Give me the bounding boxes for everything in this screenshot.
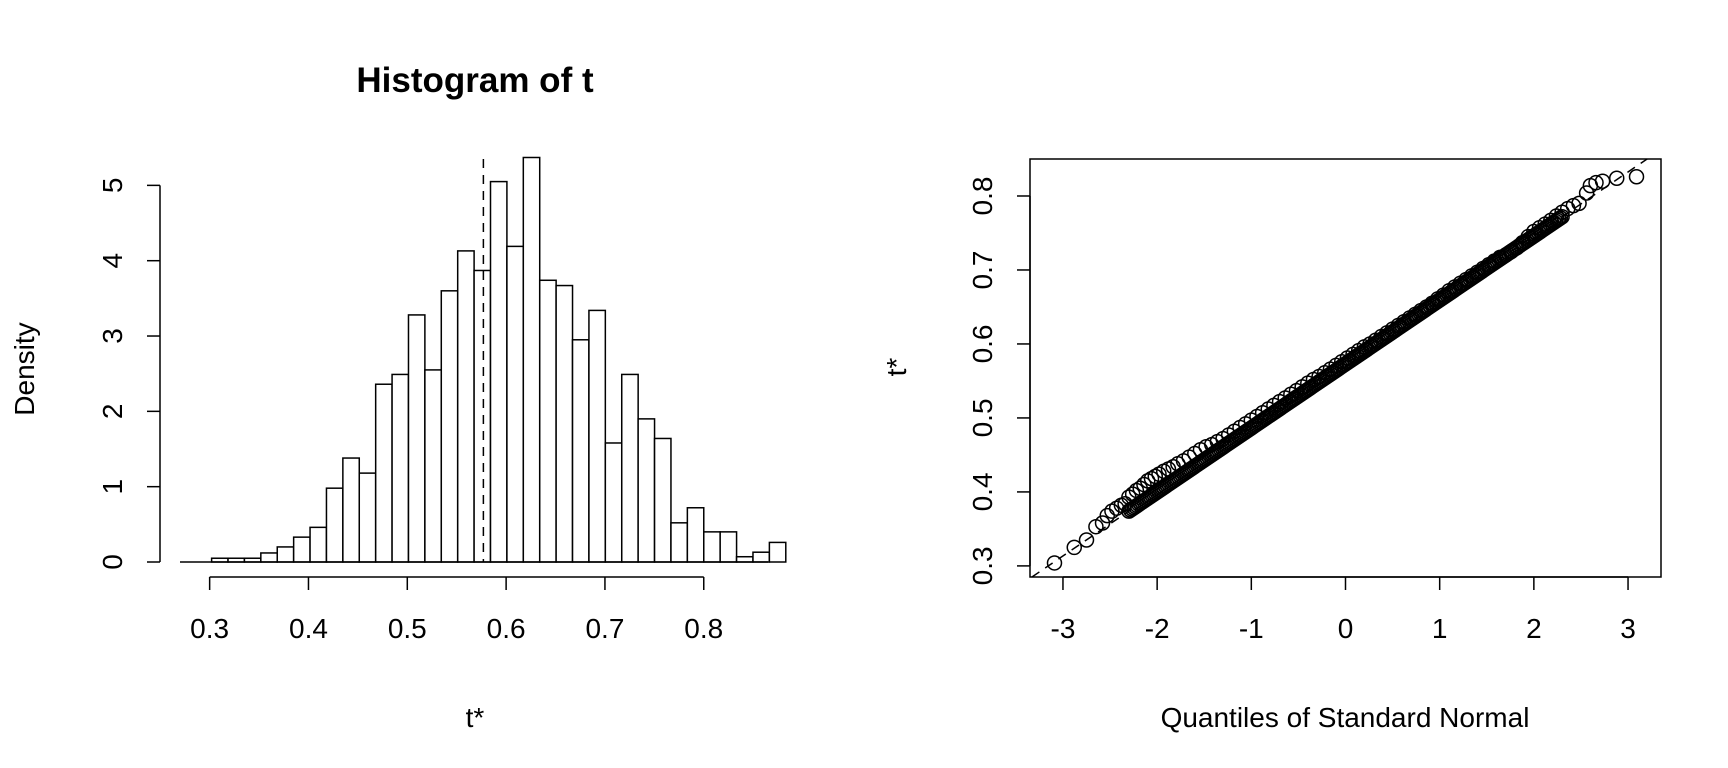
histogram-bar — [604, 442, 623, 563]
histogram-bar — [424, 369, 443, 563]
histogram-x-tick-label: 0.4 — [289, 613, 328, 644]
qq-y-label: t* — [881, 358, 912, 377]
histogram-bar — [637, 418, 656, 563]
histogram-bar — [473, 269, 492, 563]
histogram-bar — [309, 526, 328, 563]
histogram-bar — [703, 531, 721, 563]
qq-y-axis: 0.3 0.4 0.5 0.6 0.7 0.8 — [967, 177, 1031, 585]
qq-x-axis: -3 -2 -1 0 1 2 3 — [1051, 576, 1636, 644]
histogram-x-tick-label: 0.3 — [190, 613, 229, 644]
histogram-bar — [407, 314, 426, 563]
histogram-panel: Histogram of t 0.3 0.4 0.5 0.6 0.7 0.8 0 1 2 3 4 5… — [9, 61, 787, 733]
histogram-x-tick-label: 0.6 — [487, 613, 526, 644]
qq-points — [1046, 169, 1645, 571]
histogram-x-tick-label: 0.8 — [684, 613, 723, 644]
qq-point — [1551, 211, 1567, 227]
histogram-title: Histogram of t — [356, 61, 594, 100]
qq-x-label: Quantiles of Standard Normal — [1161, 702, 1530, 733]
qq-x-tick-label: 1 — [1432, 613, 1448, 644]
histogram-bar — [391, 373, 410, 563]
histogram-bar — [522, 156, 541, 563]
histogram-bar — [342, 457, 361, 563]
qq-y-tick-label: 0.8 — [967, 177, 998, 216]
qq-x-tick-label: -1 — [1239, 613, 1264, 644]
qq-y-tick-label: 0.6 — [967, 324, 998, 363]
histogram-bar — [489, 180, 508, 563]
histogram-bar — [719, 531, 738, 563]
qq-point — [1147, 468, 1164, 485]
qq-panel: -3 -2 -1 0 1 2 3 0.3 0.4 0.5 0.6 0.7 0.8 Quantiles … — [881, 158, 1662, 733]
histogram-bar — [456, 250, 475, 563]
qq-x-tick-label: -3 — [1051, 613, 1076, 644]
histogram-x-tick-label: 0.5 — [388, 613, 427, 644]
histogram-x-label: t* — [466, 702, 485, 733]
qq-point — [1549, 212, 1565, 228]
histogram-y-tick-label: 3 — [97, 328, 128, 344]
histogram-y-tick-label: 5 — [97, 178, 128, 194]
qq-point — [1588, 174, 1604, 191]
histogram-bar — [325, 487, 344, 563]
histogram-y-axis: 0 1 2 3 4 5 — [97, 178, 161, 570]
histogram-bars — [180, 156, 787, 563]
histogram-bar — [670, 522, 689, 563]
histogram-y-tick-label: 4 — [97, 253, 128, 269]
histogram-x-axis: 0.3 0.4 0.5 0.6 0.7 0.8 — [190, 576, 723, 644]
qq-point — [1552, 210, 1569, 226]
qq-x-tick-label: 3 — [1620, 613, 1636, 644]
histogram-bar — [358, 472, 377, 563]
histogram-bar — [752, 551, 771, 563]
qq-reference-line — [1031, 158, 1648, 578]
qq-point — [1066, 539, 1083, 556]
histogram-bar — [506, 245, 525, 563]
histogram-y-tick-label: 1 — [97, 479, 128, 495]
histogram-bar — [686, 507, 705, 563]
qq-x-tick-label: -2 — [1145, 613, 1170, 644]
histogram-bar — [538, 279, 557, 563]
qq-x-tick-label: 0 — [1338, 613, 1354, 644]
histogram-bar — [260, 552, 278, 563]
qq-x-tick-label: 2 — [1526, 613, 1542, 644]
histogram-bar — [374, 383, 393, 563]
histogram-bar — [571, 339, 590, 563]
qq-point — [1078, 532, 1095, 548]
qq-point — [1554, 208, 1570, 225]
qq-y-tick-label: 0.7 — [967, 251, 998, 290]
qq-y-tick-label: 0.3 — [967, 546, 998, 585]
histogram-bar — [620, 373, 639, 563]
histogram-y-label: Density — [9, 322, 40, 415]
qq-point — [1628, 169, 1645, 185]
qq-y-tick-label: 0.4 — [967, 472, 998, 511]
histogram-bar — [276, 546, 295, 563]
qq-y-tick-label: 0.5 — [967, 398, 998, 437]
qq-point — [1608, 170, 1625, 186]
histogram-bar — [588, 309, 607, 563]
qq-point — [1571, 195, 1587, 212]
histogram-bar — [735, 555, 754, 563]
histogram-bar — [555, 284, 574, 563]
histogram-y-tick-label: 0 — [97, 554, 128, 570]
histogram-y-tick-label: 2 — [97, 404, 128, 420]
qq-point — [1046, 555, 1063, 571]
histogram-bar — [292, 536, 311, 563]
qq-point — [1151, 466, 1167, 482]
qq-point — [1143, 470, 1160, 487]
histogram-bar — [440, 290, 459, 563]
histogram-x-tick-label: 0.7 — [585, 613, 624, 644]
histogram-bar — [653, 437, 672, 563]
histogram-bar — [768, 541, 787, 563]
qq-point — [1578, 185, 1595, 201]
qq-point — [1099, 507, 1115, 524]
qq-point — [1139, 473, 1156, 489]
